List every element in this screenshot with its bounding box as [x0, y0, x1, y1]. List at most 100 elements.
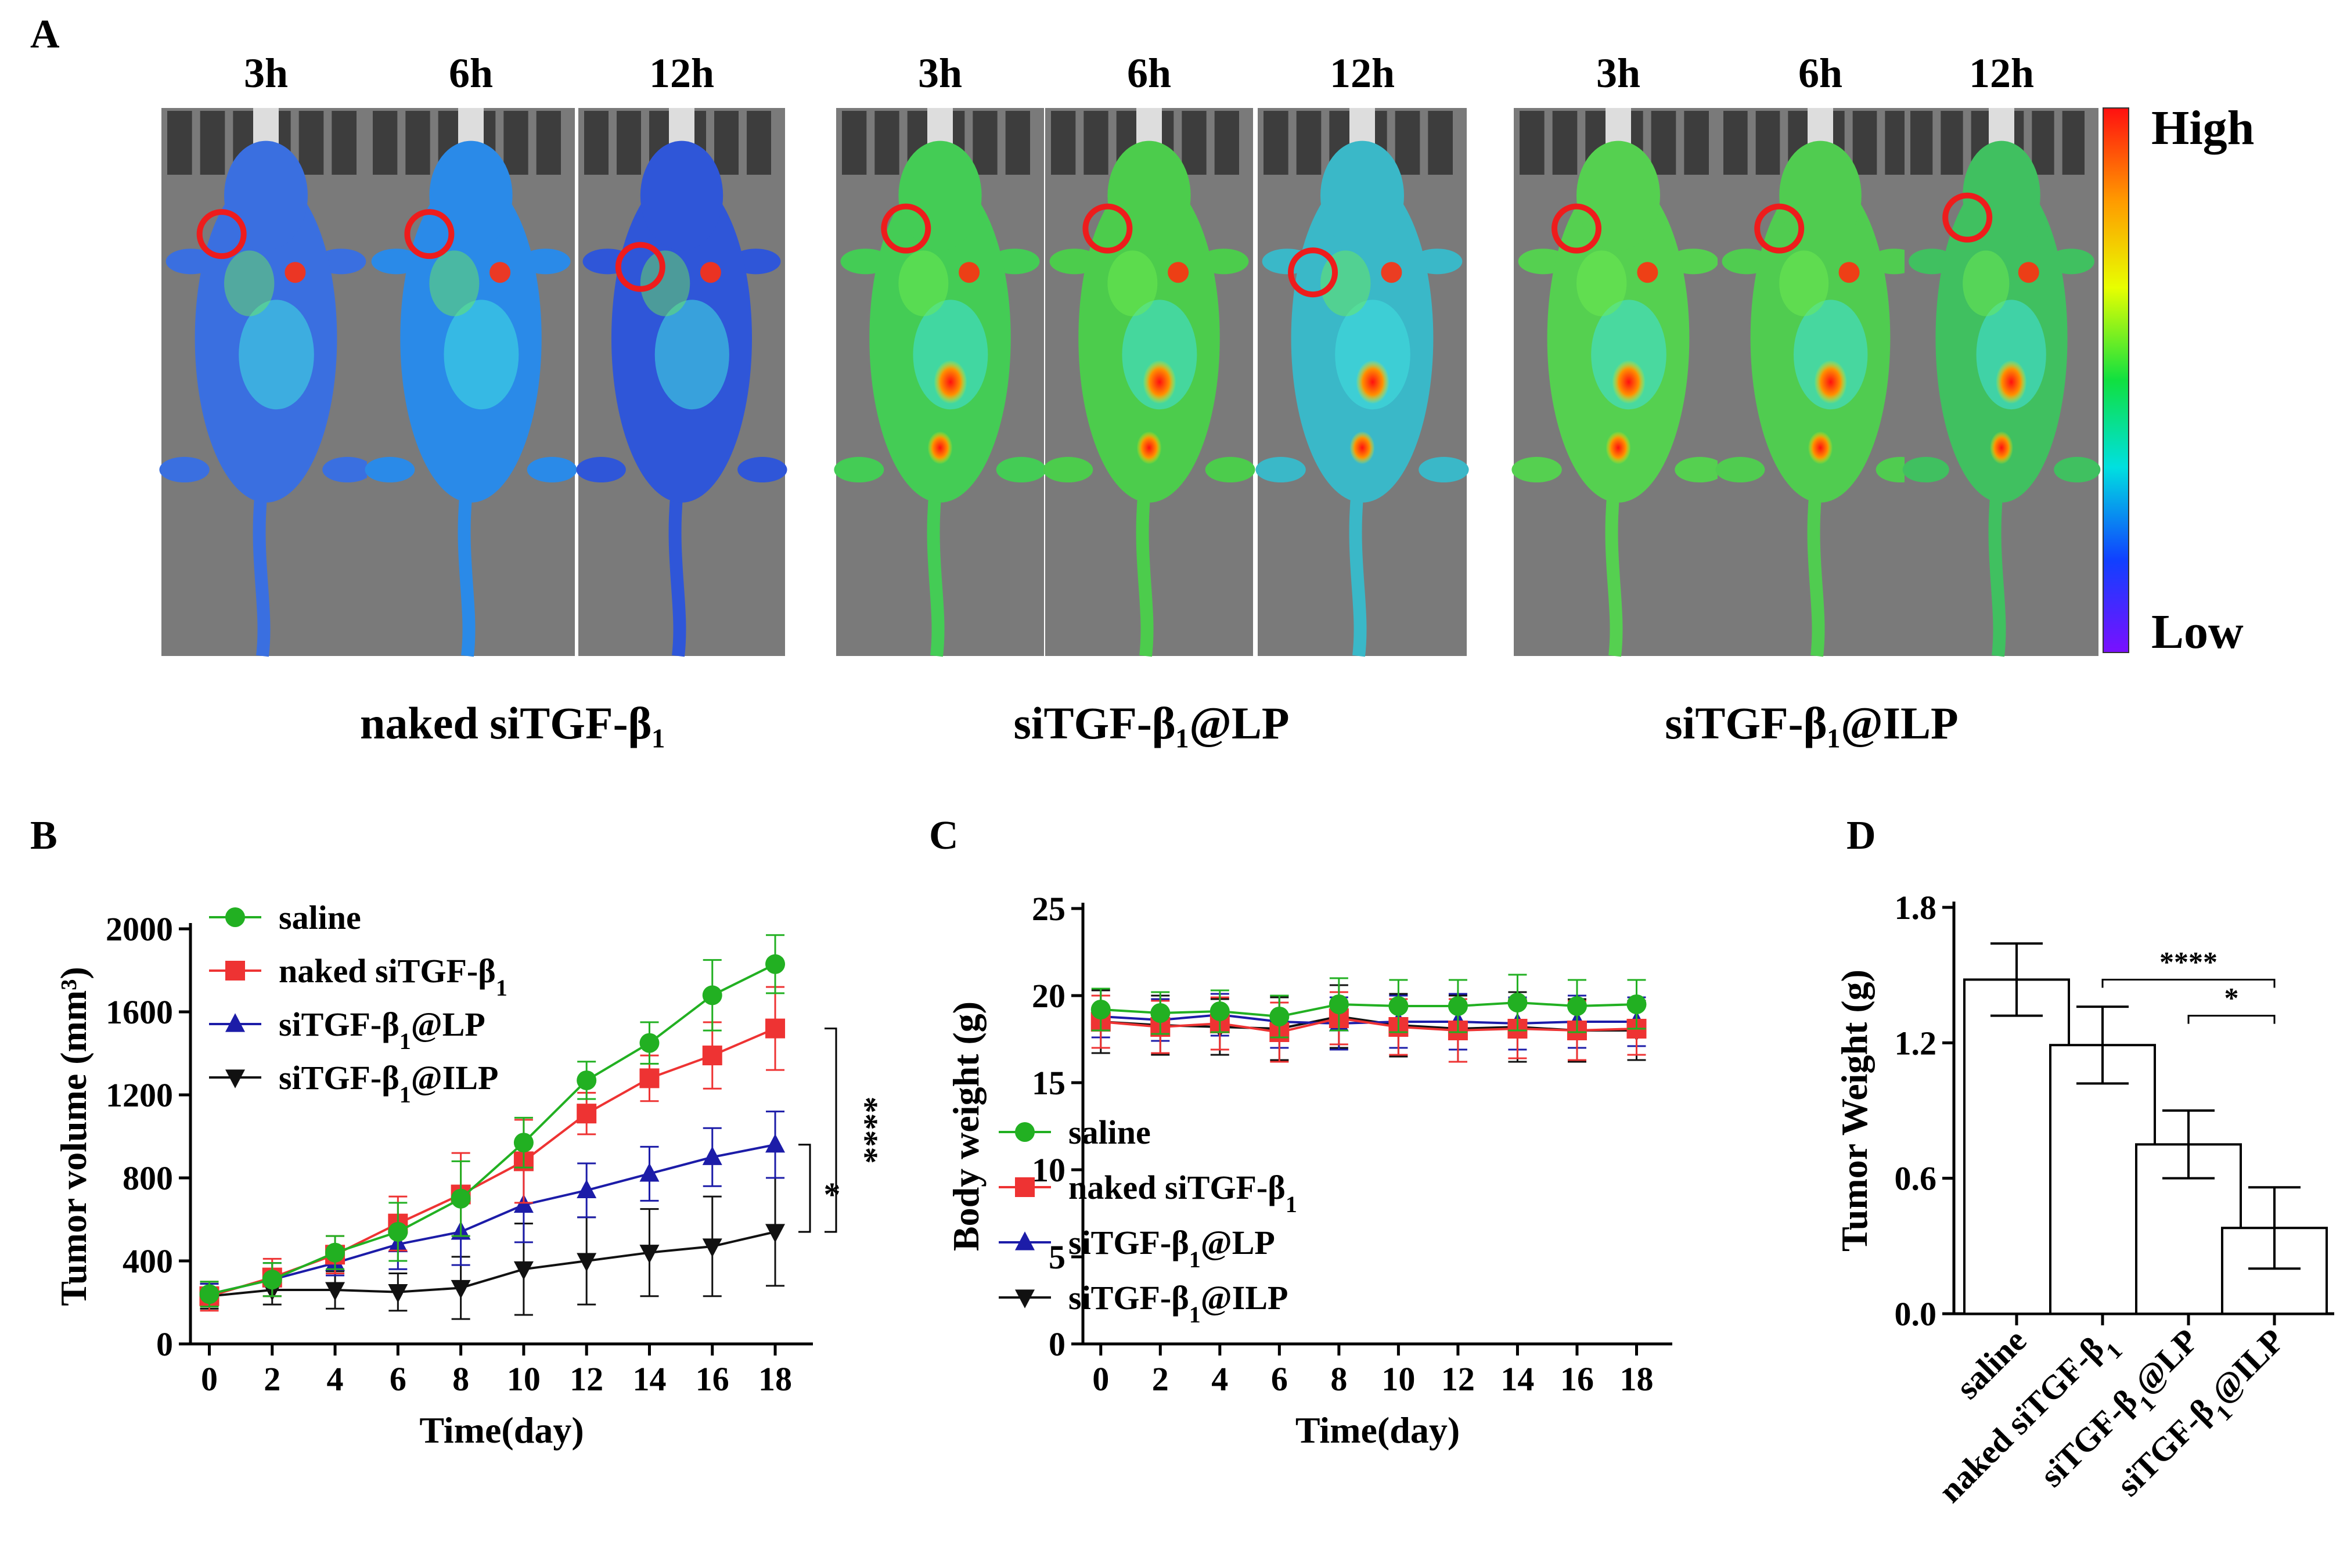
- data-point: [1015, 1289, 1035, 1309]
- hot-spot: [927, 431, 953, 464]
- x-tick-label: 4: [327, 1360, 344, 1398]
- panel-a-imaging: A High Low 3h 6h 12h 3h 6h 12h 3h 6h 12h naked s…: [30, 12, 2254, 748]
- series-line: [209, 963, 776, 1296]
- data-point: [577, 1253, 597, 1272]
- signal-region: [224, 250, 275, 316]
- holder-bar: [167, 111, 192, 175]
- mouse-paw: [1419, 457, 1469, 483]
- x-tick-label: 12: [570, 1360, 603, 1398]
- data-point: [1090, 1000, 1111, 1019]
- y-axis-label: Tumor volume (mm³): [53, 967, 94, 1306]
- mouse-image: [1255, 108, 1469, 657]
- holder-bar: [842, 111, 867, 175]
- mouse-tail: [1807, 490, 1825, 657]
- significance-marker: ****: [2159, 945, 2218, 978]
- data-point: [1388, 996, 1409, 1016]
- mouse-tail: [1988, 490, 2006, 657]
- x-tick-label: 2: [264, 1360, 280, 1398]
- series-sitgf-1-ilp: [199, 1177, 786, 1320]
- legend-item: siTGF-β1@ILP: [999, 1279, 1288, 1328]
- mouse-image: [576, 108, 787, 657]
- tumor-circle: [1288, 247, 1338, 298]
- legend-label: naked siTGF-β1: [279, 952, 507, 1001]
- legend-item: naked siTGF-β1: [999, 1169, 1297, 1217]
- time-label: 3h: [244, 50, 288, 96]
- mouse-tail: [458, 490, 476, 657]
- mouse-images: [159, 108, 2101, 657]
- holder-bar: [1395, 111, 1420, 175]
- holder-bar: [714, 111, 739, 175]
- mouse-head: [1107, 140, 1191, 251]
- data-point: [1329, 994, 1349, 1014]
- x-tick-label: 16: [1560, 1360, 1594, 1398]
- mouse-tail: [927, 490, 945, 657]
- series-line: [209, 1143, 776, 1296]
- mouse-paw: [1902, 457, 1949, 483]
- x-tick-label: 2: [1152, 1360, 1169, 1398]
- series-line: [1100, 1001, 1637, 1018]
- signal-region: [1107, 250, 1158, 316]
- data-point: [765, 954, 786, 974]
- mouse-head: [224, 140, 308, 251]
- series-line: [1100, 1017, 1637, 1034]
- tumor-circle: [404, 209, 455, 259]
- data-point: [765, 1224, 786, 1243]
- holder-bar: [1755, 111, 1780, 175]
- panel-c-body-weight-chart: C 0 5 10 15 20 25 0 2 4 6 8 10 12 14 16 18 Time(day) Body…: [929, 813, 1672, 1451]
- hot-spot: [489, 262, 511, 283]
- group-label: siTGF-β₁@LP: [1013, 698, 1289, 748]
- mouse-head: [1576, 140, 1660, 251]
- holder-bar: [1941, 111, 1963, 175]
- mouse-head: [898, 140, 982, 251]
- mouse-paw: [1511, 457, 1562, 483]
- significance-marker: ****: [847, 1097, 885, 1164]
- holder-bar: [332, 111, 357, 175]
- legend-label: siTGF-β1@ILP: [279, 1059, 498, 1108]
- mouse-image: [1902, 108, 2101, 657]
- time-label: 12h: [1330, 50, 1395, 96]
- y-tick-label: 800: [123, 1159, 173, 1197]
- colorbar-low-label: Low: [2151, 605, 2244, 659]
- hot-spot: [2018, 262, 2039, 283]
- x-tick-label: 14: [1500, 1360, 1534, 1398]
- signal-region: [239, 300, 314, 410]
- mouse-head: [640, 140, 723, 251]
- holder-bar: [973, 111, 998, 175]
- panel-label-a: A: [30, 12, 60, 57]
- data-point: [1507, 993, 1528, 1012]
- data-point: [513, 1133, 534, 1153]
- data-point: [1448, 996, 1468, 1016]
- tumor-circle: [1754, 203, 1805, 254]
- mouse-paw: [834, 457, 884, 483]
- holder-bar: [1083, 111, 1108, 175]
- mouse-paw: [576, 457, 626, 483]
- signal-region: [429, 250, 480, 316]
- data-point: [513, 1261, 534, 1280]
- time-label: 6h: [1798, 50, 1842, 96]
- y-tick-label: 15: [1032, 1064, 1065, 1102]
- y-tick-label: 2000: [106, 910, 173, 948]
- mouse-image: [159, 108, 373, 657]
- mouse-paw: [996, 457, 1046, 483]
- y-axis-label: Body weight (g): [945, 1001, 987, 1251]
- time-label: 3h: [918, 50, 962, 96]
- x-tick-label: 6: [390, 1360, 406, 1398]
- holder-bar: [373, 111, 398, 175]
- y-tick-label: 1.8: [1895, 889, 1937, 927]
- significance-bracket: [2101, 978, 2276, 988]
- holder-bar: [298, 111, 324, 175]
- panel-b-tumor-volume-chart: B 0 400 800 1200 1600 2000 0 2 4 6 8 10 12 14 16 18 Time…: [30, 813, 885, 1451]
- mouse-head: [1963, 140, 2040, 251]
- signal-region: [1793, 300, 1868, 410]
- data-point: [1015, 1231, 1035, 1250]
- signal-region: [1779, 250, 1829, 316]
- series-sitgf-1-lp: [199, 1111, 786, 1306]
- y-tick-label: 25: [1032, 890, 1065, 928]
- panel-label-b: B: [30, 813, 57, 858]
- mouse-tail: [253, 490, 271, 657]
- mouse-head: [1779, 140, 1862, 251]
- x-tick-label: 6: [1271, 1360, 1288, 1398]
- time-label: 6h: [449, 50, 493, 96]
- mouse-paw: [1255, 457, 1306, 483]
- x-axis-label: Time(day): [419, 1410, 584, 1451]
